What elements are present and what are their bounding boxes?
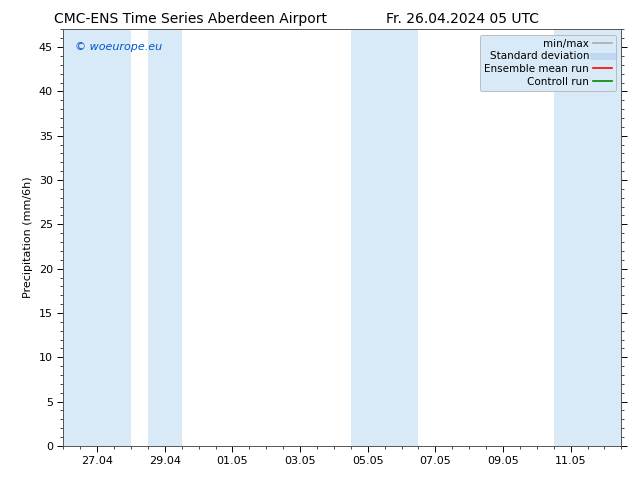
Text: © woeurope.eu: © woeurope.eu <box>75 42 162 52</box>
Bar <box>351 29 418 446</box>
Text: CMC-ENS Time Series Aberdeen Airport: CMC-ENS Time Series Aberdeen Airport <box>54 12 327 26</box>
Bar <box>553 29 621 446</box>
Legend: min/max, Standard deviation, Ensemble mean run, Controll run: min/max, Standard deviation, Ensemble me… <box>480 35 616 91</box>
Bar <box>148 29 182 446</box>
Text: Fr. 26.04.2024 05 UTC: Fr. 26.04.2024 05 UTC <box>386 12 540 26</box>
Y-axis label: Precipitation (mm/6h): Precipitation (mm/6h) <box>23 177 34 298</box>
Bar <box>63 29 131 446</box>
